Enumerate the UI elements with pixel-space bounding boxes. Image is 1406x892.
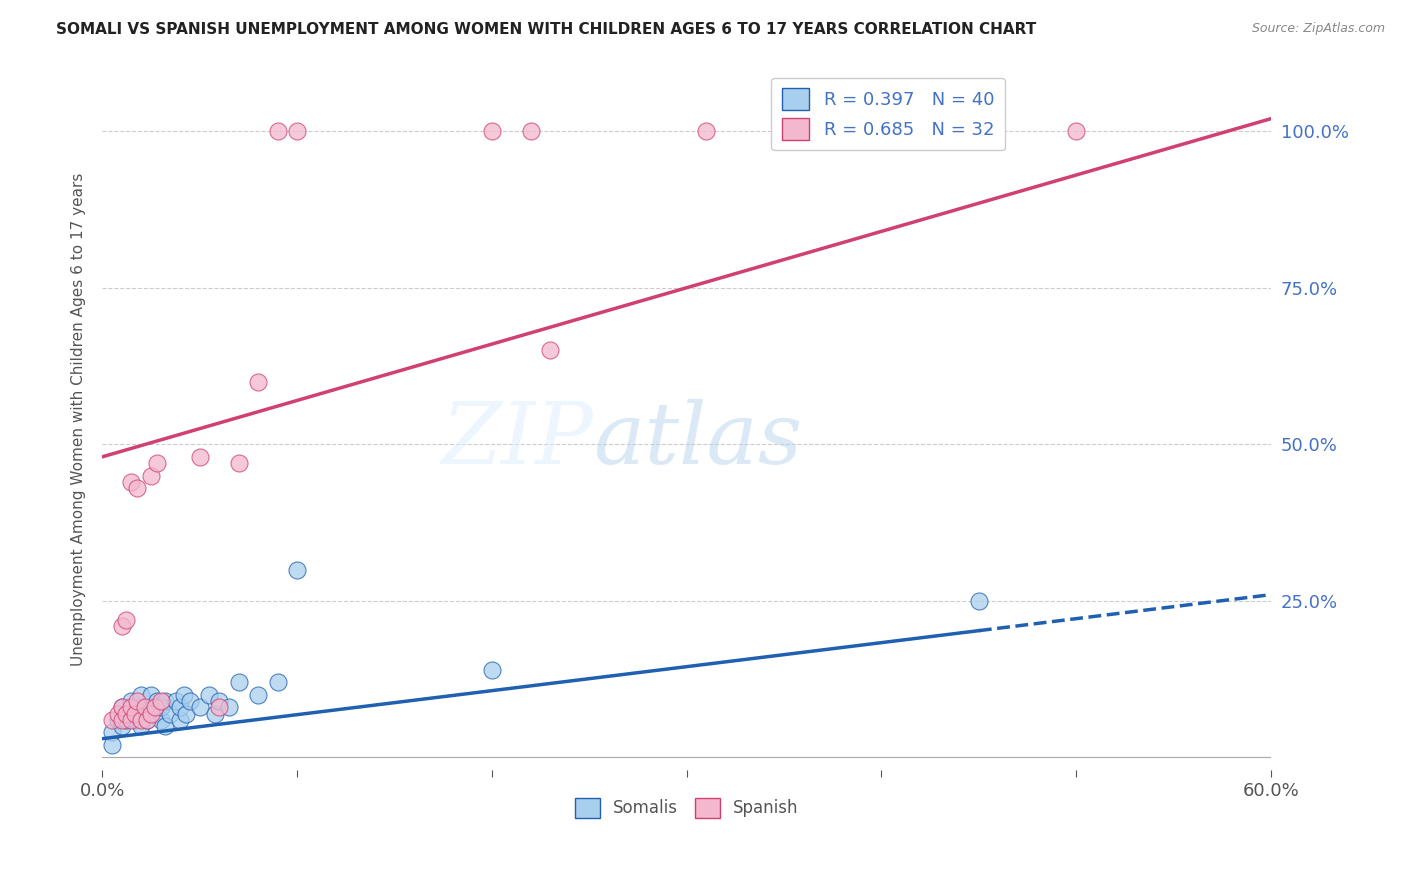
Point <box>967 594 990 608</box>
Point <box>139 688 162 702</box>
Point <box>266 124 288 138</box>
Point <box>145 456 167 470</box>
Point <box>114 706 136 721</box>
Point <box>101 725 124 739</box>
Point <box>165 694 187 708</box>
Point <box>120 694 142 708</box>
Point <box>174 706 197 721</box>
Point <box>228 675 250 690</box>
Point <box>107 713 129 727</box>
Point <box>188 700 211 714</box>
Point <box>266 675 288 690</box>
Text: SOMALI VS SPANISH UNEMPLOYMENT AMONG WOMEN WITH CHILDREN AGES 6 TO 17 YEARS CORR: SOMALI VS SPANISH UNEMPLOYMENT AMONG WOM… <box>56 22 1036 37</box>
Point <box>481 124 503 138</box>
Point <box>520 124 543 138</box>
Point <box>139 706 162 721</box>
Point <box>159 706 181 721</box>
Point <box>149 700 172 714</box>
Point <box>120 700 142 714</box>
Point <box>120 713 142 727</box>
Text: Source: ZipAtlas.com: Source: ZipAtlas.com <box>1251 22 1385 36</box>
Point <box>127 694 149 708</box>
Point <box>538 343 561 358</box>
Point <box>114 613 136 627</box>
Text: atlas: atlas <box>593 399 803 482</box>
Point <box>101 713 124 727</box>
Point <box>127 481 149 495</box>
Point <box>188 450 211 464</box>
Point <box>129 688 152 702</box>
Point <box>101 738 124 752</box>
Point <box>218 700 240 714</box>
Point <box>208 700 231 714</box>
Point <box>139 468 162 483</box>
Point <box>247 375 270 389</box>
Point <box>111 713 134 727</box>
Point <box>143 706 166 721</box>
Point <box>173 688 195 702</box>
Point <box>204 706 226 721</box>
Point <box>145 694 167 708</box>
Point <box>695 124 717 138</box>
Point <box>179 694 201 708</box>
Point <box>111 719 134 733</box>
Point <box>153 694 176 708</box>
Point <box>124 706 146 721</box>
Point <box>285 563 308 577</box>
Point <box>111 619 134 633</box>
Point <box>134 706 156 721</box>
Point <box>136 713 159 727</box>
Point <box>129 713 152 727</box>
Point <box>129 719 152 733</box>
Point <box>228 456 250 470</box>
Point <box>247 688 270 702</box>
Y-axis label: Unemployment Among Women with Children Ages 6 to 17 years: Unemployment Among Women with Children A… <box>72 172 86 666</box>
Legend: Somalis, Spanish: Somalis, Spanish <box>568 791 806 825</box>
Point <box>149 694 172 708</box>
Point <box>1064 124 1087 138</box>
Point <box>208 694 231 708</box>
Point <box>111 700 134 714</box>
Text: ZIP: ZIP <box>441 399 593 482</box>
Point <box>136 713 159 727</box>
Point <box>120 475 142 489</box>
Point <box>127 700 149 714</box>
Point <box>143 700 166 714</box>
Point <box>169 700 191 714</box>
Point <box>114 713 136 727</box>
Point <box>124 713 146 727</box>
Point <box>111 700 134 714</box>
Point <box>107 706 129 721</box>
Point <box>169 713 191 727</box>
Point <box>149 713 172 727</box>
Point <box>285 124 308 138</box>
Point <box>120 706 142 721</box>
Point <box>134 700 156 714</box>
Point <box>139 700 162 714</box>
Point <box>481 663 503 677</box>
Point <box>198 688 221 702</box>
Point <box>153 719 176 733</box>
